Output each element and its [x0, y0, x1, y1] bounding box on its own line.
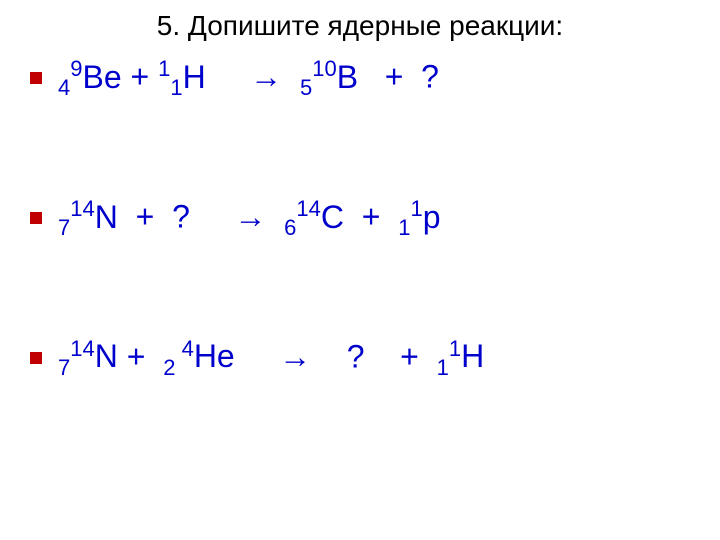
reaction-1: 49Be + 11H → 510B + ?	[58, 54, 439, 104]
bullet-icon	[30, 212, 42, 224]
slide-container: 5. Допишите ядерные реакции: 49Be + 11H …	[0, 0, 720, 540]
reaction-row: 714N + 2 4He → ? + 11H	[30, 334, 700, 384]
reaction-2: 714N + ? → 614C + 11p	[58, 194, 441, 244]
bullet-icon	[30, 72, 42, 84]
reaction-row: 49Be + 11H → 510B + ?	[30, 54, 700, 104]
slide-title: 5. Допишите ядерные реакции:	[20, 10, 700, 42]
bullet-icon	[30, 352, 42, 364]
reaction-3: 714N + 2 4He → ? + 11H	[58, 334, 484, 384]
reaction-row: 714N + ? → 614C + 11p	[30, 194, 700, 244]
reactions-list: 49Be + 11H → 510B + ? 714N + ? → 614C + …	[20, 54, 700, 384]
